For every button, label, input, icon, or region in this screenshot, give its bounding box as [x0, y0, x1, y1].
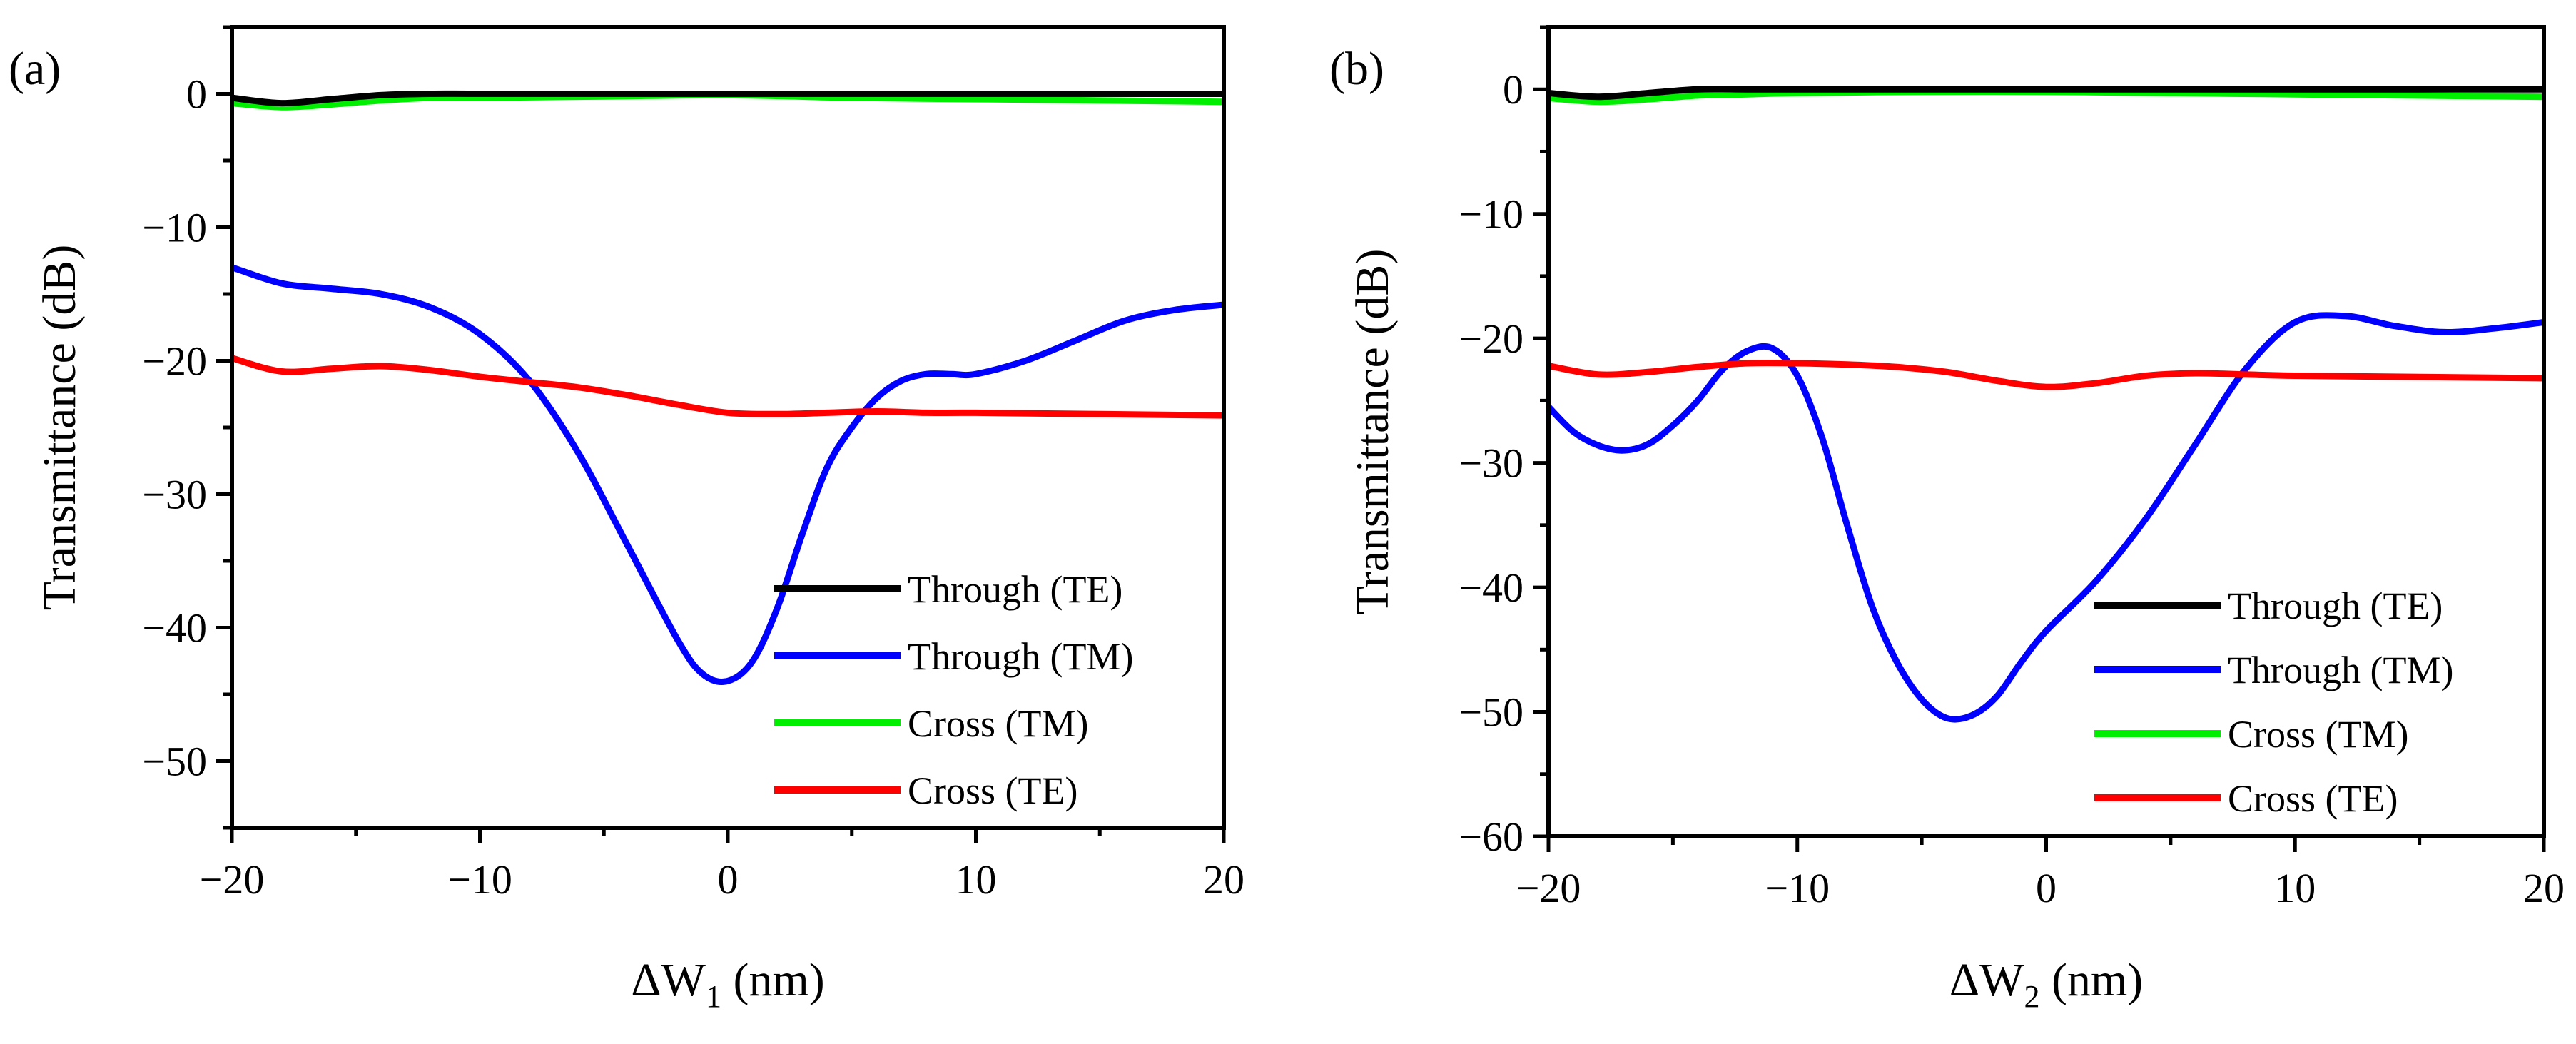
- series-line-cross-tm: [1548, 88, 2544, 106]
- series-line-through-te: [1548, 86, 2544, 101]
- y-axis-title: Transmittance (dB): [34, 245, 86, 611]
- series-line-cross-te: [232, 355, 1224, 419]
- y-tick-label: −40: [1459, 564, 1523, 611]
- legend-label: Through (TM): [908, 635, 1133, 678]
- x-axis-title-subscript: 2: [2024, 979, 2039, 1014]
- x-axis-title-main: ΔW: [631, 954, 706, 1006]
- series-group: [1548, 86, 2544, 723]
- x-axis-title-subscript: 1: [706, 979, 721, 1014]
- y-tick-label: −50: [1459, 689, 1523, 736]
- y-tick-label: −30: [1459, 440, 1523, 487]
- y-tick-label: 0: [186, 71, 207, 118]
- x-axis-title: ΔW1 (nm): [631, 954, 825, 1014]
- chart-panel-b: (b) −20 −10 0 10 20 0 −10 −20 −30 −40 −50 −60 Transmi…: [1329, 25, 2565, 1014]
- x-tick-label: −10: [447, 856, 512, 903]
- x-tick-label: 10: [955, 856, 997, 903]
- panel-label: (a): [9, 43, 61, 95]
- y-tick-label: −20: [142, 338, 207, 385]
- legend: Through (TE) Through (TM) Cross (TM) Cross …: [2094, 584, 2453, 820]
- x-tick-label: 10: [2274, 865, 2316, 911]
- legend-label: Through (TM): [2228, 649, 2453, 691]
- y-tick-label: −10: [1459, 191, 1523, 238]
- x-axis-title: ΔW2 (nm): [1949, 954, 2144, 1014]
- x-axis-title-main: ΔW: [1949, 954, 2024, 1006]
- legend-label: Through (TE): [908, 568, 1122, 611]
- x-tick-label: 0: [2036, 865, 2057, 911]
- y-tick-label: 0: [1503, 66, 1523, 113]
- y-tick-label: −50: [142, 739, 207, 785]
- legend-label: Through (TE): [2228, 584, 2443, 627]
- series-line-through-tm: [1548, 312, 2544, 723]
- series-line-cross-te: [1548, 360, 2544, 390]
- y-tick-label: −60: [1459, 814, 1523, 860]
- legend-label: Cross (TE): [908, 769, 1077, 812]
- x-tick-label: 20: [2523, 865, 2565, 911]
- y-tick-label: −30: [142, 472, 207, 518]
- x-tick-label: 0: [718, 856, 739, 903]
- chart-panel-a: (a) −20 −10 0 10 20 0 −10 −20 −30 −40 −50 Transmitta…: [9, 25, 1244, 1014]
- x-tick-label: 20: [1203, 856, 1244, 903]
- panel-label: (b): [1329, 43, 1384, 95]
- x-axis-title-unit: (nm): [2039, 954, 2143, 1006]
- y-tick-label: −10: [142, 205, 207, 251]
- y-tick-label: −20: [1459, 315, 1523, 362]
- y-axis-title: Transmittance (dB): [1347, 249, 1399, 615]
- x-axis-title-unit: (nm): [721, 954, 825, 1006]
- series-line-through-te: [232, 90, 1224, 107]
- x-tick-label: −20: [1516, 865, 1581, 911]
- legend-label: Cross (TE): [2228, 777, 2398, 820]
- x-tick-label: −20: [200, 856, 265, 903]
- legend: Through (TE) Through (TM) Cross (TM) Cross …: [774, 568, 1133, 812]
- series-line-through-tm: [232, 264, 1224, 685]
- legend-label: Cross (TM): [2228, 713, 2409, 756]
- x-tick-label: −10: [1765, 865, 1830, 911]
- series-group: [232, 90, 1224, 685]
- legend-label: Cross (TM): [908, 702, 1089, 745]
- y-tick-label: −40: [142, 605, 207, 652]
